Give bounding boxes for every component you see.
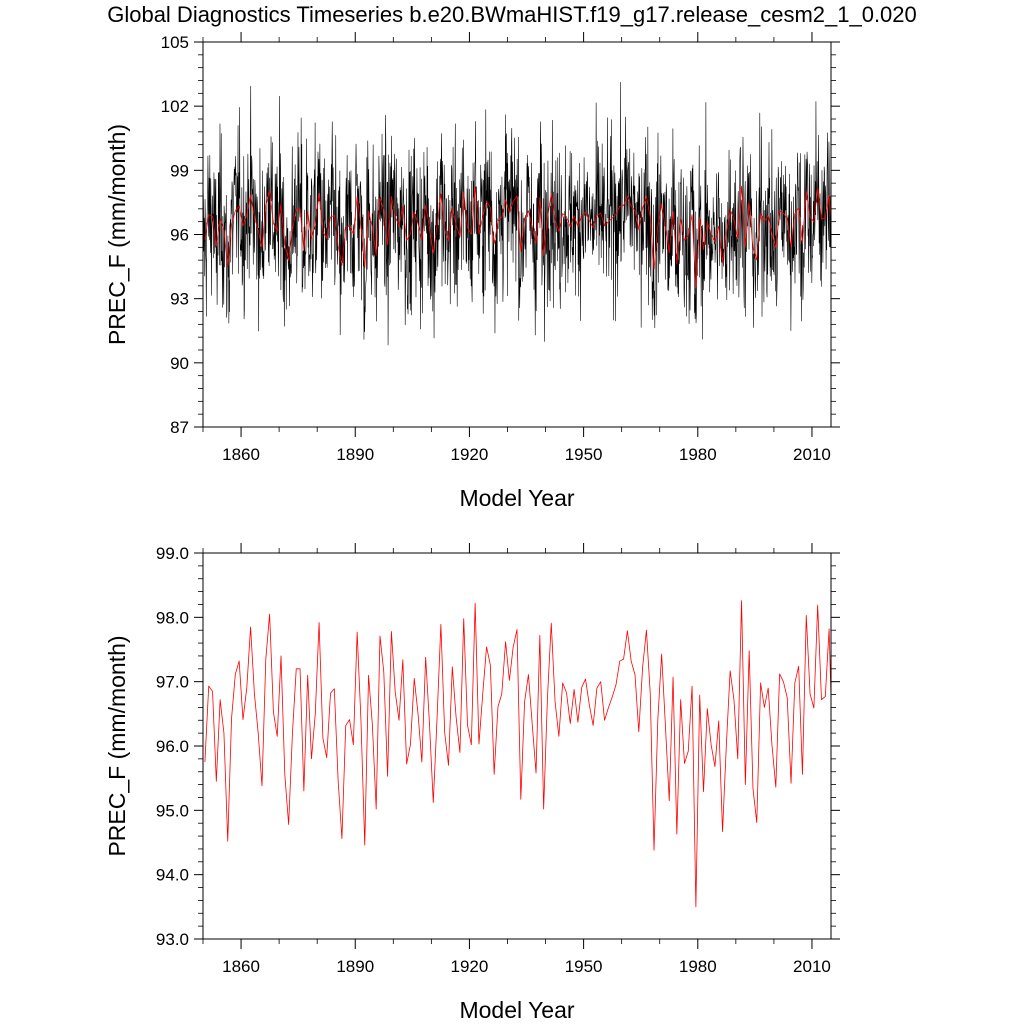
y-tick-label: 87 bbox=[170, 418, 189, 437]
y-tick-label: 99 bbox=[170, 161, 189, 180]
x-axis: 1860 1890 1920 1950 1980 2010 bbox=[202, 32, 831, 464]
y-tick-label: 102 bbox=[161, 97, 189, 116]
x-tick-label: 1890 bbox=[336, 957, 374, 976]
x-tick-label: 1950 bbox=[565, 445, 603, 464]
y-axis-label: PREC_F (mm/month) bbox=[104, 635, 130, 856]
bottom-panel-annual: 1860 1890 1920 1950 1980 2010 93.0 94.0 95.0 96.0… bbox=[104, 543, 840, 1023]
x-tick-label: 1920 bbox=[451, 957, 489, 976]
plot-area bbox=[203, 81, 831, 346]
y-tick-label: 90 bbox=[170, 354, 189, 373]
monthly-series-line bbox=[203, 81, 831, 346]
x-tick-label: 1980 bbox=[679, 445, 717, 464]
x-tick-label: 2010 bbox=[793, 957, 831, 976]
y-tick-label: 105 bbox=[161, 33, 189, 52]
page-title: Global Diagnostics Timeseries b.e20.BWma… bbox=[107, 2, 917, 27]
x-tick-label: 1860 bbox=[222, 957, 260, 976]
y-tick-label: 93 bbox=[170, 290, 189, 309]
plot-area bbox=[204, 600, 831, 908]
x-tick-label: 1920 bbox=[451, 445, 489, 464]
x-tick-label: 1860 bbox=[222, 445, 260, 464]
x-tick-label: 2010 bbox=[793, 445, 831, 464]
y-axis-label: PREC_F (mm/month) bbox=[104, 124, 130, 345]
y-tick-label: 99.0 bbox=[156, 544, 189, 563]
y-axis: 93.0 94.0 95.0 96.0 97.0 98.0 99.0 bbox=[156, 544, 840, 949]
x-tick-label: 1890 bbox=[336, 445, 374, 464]
y-tick-label: 93.0 bbox=[156, 930, 189, 949]
annual-series-line bbox=[204, 185, 831, 289]
y-axis: 87 90 93 96 99 102 105 bbox=[161, 33, 840, 437]
y-tick-label: 98.0 bbox=[156, 608, 189, 627]
y-tick-label: 97.0 bbox=[156, 673, 189, 692]
y-tick-label: 96 bbox=[170, 226, 189, 245]
x-tick-label: 1950 bbox=[565, 957, 603, 976]
annual-series-line bbox=[204, 600, 831, 908]
y-tick-label: 95.0 bbox=[156, 801, 189, 820]
x-axis-label: Model Year bbox=[459, 485, 574, 511]
y-tick-label: 94.0 bbox=[156, 866, 189, 885]
x-tick-label: 1980 bbox=[679, 957, 717, 976]
x-axis-label: Model Year bbox=[459, 997, 574, 1023]
top-panel-monthly-annual: 1860 1890 1920 1950 1980 2010 87 90 93 96 99 102 105… bbox=[104, 32, 840, 511]
y-tick-label: 96.0 bbox=[156, 737, 189, 756]
x-axis: 1860 1890 1920 1950 1980 2010 bbox=[202, 543, 831, 976]
